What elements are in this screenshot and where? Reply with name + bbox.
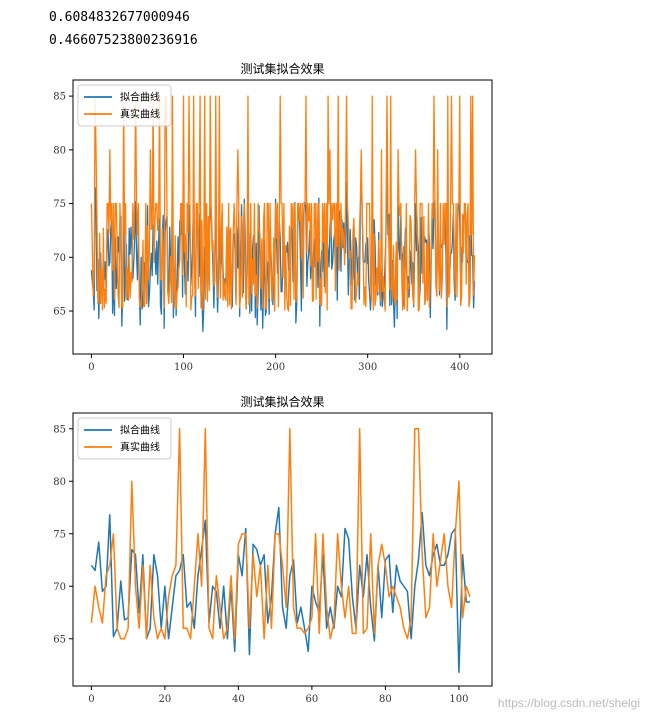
series-line-real [90, 428, 471, 640]
plot-frame [72, 79, 493, 355]
y-tick-label: 85 [53, 424, 66, 435]
y-tick-label: 70 [53, 253, 66, 264]
x-tick-label: 0 [88, 362, 94, 373]
y-tick-label: 75 [53, 529, 66, 540]
series-line-real [90, 95, 476, 312]
output-line-2: 0.46607523800236916 [49, 33, 198, 48]
x-tick-label: 20 [159, 694, 172, 705]
legend-label-fit: 拟合曲线 [120, 91, 160, 104]
watermark-text: https://blog.csdn.net/shelgi [498, 696, 640, 710]
x-tick-label: 300 [358, 362, 377, 373]
chart-title: 测试集拟合效果 [240, 394, 324, 409]
y-tick-label: 65 [53, 634, 66, 645]
x-tick-label: 0 [88, 694, 94, 705]
x-tick-label: 60 [306, 694, 319, 705]
series-line-fit [90, 506, 470, 674]
y-tick-label: 80 [53, 145, 66, 156]
x-tick-label: 40 [232, 694, 245, 705]
legend-label-real: 真实曲线 [120, 441, 160, 454]
x-tick-label: 100 [449, 694, 468, 705]
y-tick-label: 70 [53, 582, 66, 593]
y-tick-label: 80 [53, 477, 66, 488]
legend-label-real: 真实曲线 [120, 108, 160, 121]
chart-title: 测试集拟合效果 [240, 61, 324, 76]
y-tick-label: 85 [53, 92, 66, 103]
y-tick-label: 65 [53, 307, 66, 318]
x-tick-label: 400 [450, 362, 469, 373]
legend-box [77, 417, 172, 460]
x-tick-label: 200 [266, 362, 285, 373]
legend-label-fit: 拟合曲线 [120, 424, 160, 437]
x-tick-label: 80 [379, 694, 392, 705]
x-tick-label: 100 [174, 362, 193, 373]
legend-box [77, 84, 172, 127]
y-tick-label: 75 [53, 199, 66, 210]
output-line-1: 0.6084832677000946 [49, 10, 190, 25]
plot-frame [72, 412, 493, 687]
